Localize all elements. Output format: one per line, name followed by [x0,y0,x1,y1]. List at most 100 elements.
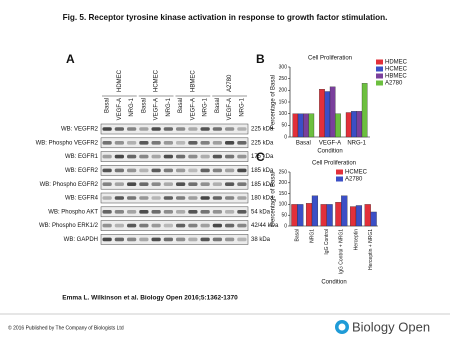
band [225,154,235,159]
blot-size: 38 kDa [251,237,271,243]
band [237,210,247,214]
bar [341,195,348,227]
chart-title: Cell Proliferation [308,56,352,62]
blot [100,234,249,245]
band [163,223,173,228]
legend-label: A2780 [385,81,403,87]
band [237,237,247,242]
band [151,182,161,186]
bar [305,203,313,227]
band [212,182,222,186]
y-tick-label: 50 [281,213,287,219]
bar [320,204,327,227]
y-axis-label: Percentage of Basal [271,75,277,129]
band [200,237,210,242]
blot-size: 185 kDa [251,168,274,174]
logo-icon [338,323,346,331]
blot-label: WB: Phospho VEGFR2 [36,140,99,146]
blot-size: 175 kDa [251,154,274,160]
band [225,127,235,131]
x-tick-label: IgG Control + NRG1 [339,229,345,274]
band [212,237,222,242]
band [127,154,137,159]
band [212,127,222,131]
lane-label: NRG-1 [166,97,172,116]
band [225,210,235,214]
y-tick-label: 150 [279,99,288,105]
band [212,154,222,159]
bar [351,111,357,138]
band [114,182,124,186]
bar [297,204,304,227]
band [139,154,149,159]
band [225,237,235,242]
blot [100,178,249,190]
band [127,141,137,145]
blot-label: WB: VEGFR2 [61,127,99,133]
y-tick-label: 300 [279,64,288,70]
band [188,154,198,159]
band [200,223,210,228]
band [212,141,222,145]
bar [356,111,363,138]
band [176,210,186,214]
band [102,182,112,186]
y-tick-label: 200 [279,180,288,186]
band [237,196,247,200]
blot-label: WB: EGFR1 [65,154,99,160]
band [163,141,173,145]
blot-size: 42/44 kDa [251,223,279,229]
legend-swatch [376,66,383,72]
x-tick-label: Herceptin + NRG1 [368,229,374,270]
bar [297,113,304,138]
blot [100,206,249,218]
x-axis-label: Condition [321,280,346,286]
band [114,210,124,214]
band [139,127,149,131]
band [163,168,173,173]
band [188,182,198,186]
band [163,127,173,131]
lane-label: NRG-1 [203,97,209,116]
blot-size: 225 kDa [251,140,274,146]
band [139,196,149,200]
band [225,196,235,200]
bar [324,91,331,138]
y-axis-label: Percentage of Basal [271,172,277,226]
band [114,154,124,159]
y-tick-label: 250 [279,76,288,82]
band [102,141,112,145]
x-tick-label: Basal [296,141,311,147]
lane-label: VEGF-A [190,98,196,120]
band [176,223,186,228]
band [176,237,186,242]
y-tick-label: 100 [279,111,288,117]
band [212,210,222,214]
cell-line-label: A2780 [227,74,233,92]
band [188,141,198,145]
band [237,154,247,159]
blot-label: WB: Phospho AKT [48,209,98,215]
x-tick-label: NRG1 [309,229,315,243]
cell-line-label: HBMEC [190,70,196,92]
band [127,168,137,173]
band [237,223,247,228]
band [237,182,247,186]
x-axis-label: Condition [317,149,342,155]
band [200,141,210,145]
lane-label: Basal [105,98,111,113]
band [102,196,112,200]
band [151,210,161,214]
legend-swatch [376,73,383,79]
band [212,168,222,173]
legend-swatch [376,59,383,65]
cell-line-label: HDMEC [117,69,123,92]
band [127,237,137,242]
bar [335,113,341,138]
band [114,127,124,131]
bar [292,113,299,138]
band [102,237,112,242]
band [163,196,173,200]
bar [319,89,325,138]
band [151,154,161,159]
